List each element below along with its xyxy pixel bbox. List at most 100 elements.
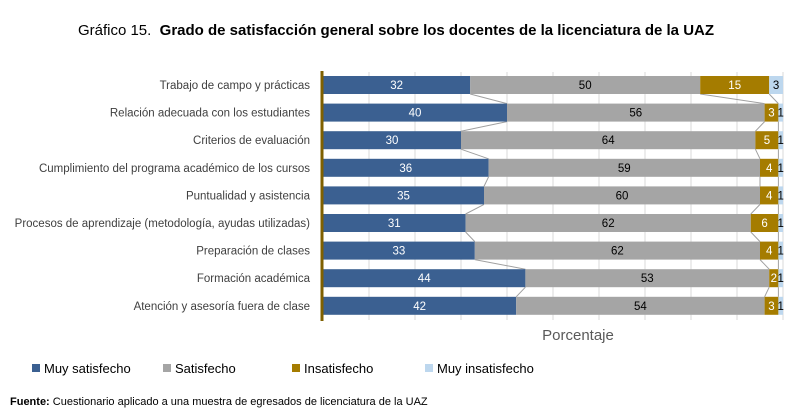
legend-entry: Satisfecho xyxy=(175,361,236,376)
data-label: 4 xyxy=(766,163,773,175)
source-label: Fuente: xyxy=(10,396,50,408)
bar-segment xyxy=(750,214,779,232)
data-label: 62 xyxy=(611,246,624,258)
data-label: 1 xyxy=(777,301,783,313)
category-label: Puntualidad y asistencia xyxy=(186,190,311,202)
data-label: 15 xyxy=(728,80,741,92)
bar-segment xyxy=(323,103,507,122)
category-label: Formación académica xyxy=(197,273,311,285)
bar-segment xyxy=(755,131,779,150)
bar-segment xyxy=(778,241,783,260)
data-label: 40 xyxy=(409,108,422,120)
title-prefix: Gráfico 15. xyxy=(77,22,152,39)
bar-segment xyxy=(461,131,756,150)
data-label: 36 xyxy=(399,163,412,175)
bar-segment xyxy=(760,241,779,260)
bar-segment xyxy=(778,103,783,122)
data-label: 1 xyxy=(777,135,783,147)
bar-segment xyxy=(474,241,760,260)
data-label: 32 xyxy=(390,80,403,92)
data-label: 64 xyxy=(602,135,615,147)
data-label: 53 xyxy=(641,273,654,285)
bar-segment xyxy=(465,214,751,232)
data-label: 4 xyxy=(766,246,773,258)
data-label: 62 xyxy=(602,218,615,230)
series-line xyxy=(465,231,476,242)
legend-swatch xyxy=(292,364,300,372)
data-label: 1 xyxy=(777,218,783,230)
bar-segment xyxy=(778,131,783,150)
legend-swatch xyxy=(425,364,433,372)
series-line xyxy=(768,93,779,104)
data-label: 1 xyxy=(777,163,783,175)
series-line xyxy=(764,286,770,298)
data-label: 3 xyxy=(773,80,779,92)
bar-segment xyxy=(470,76,701,94)
data-label: 1 xyxy=(777,246,783,258)
bar-segment xyxy=(778,186,783,205)
data-label: 56 xyxy=(629,108,642,120)
bar-segment xyxy=(323,296,517,315)
data-label: 42 xyxy=(413,301,426,313)
category-label: Cumplimiento del programa académico de l… xyxy=(39,163,310,175)
data-label: 44 xyxy=(418,273,431,285)
bar-segment xyxy=(323,241,475,260)
bar-segment xyxy=(525,269,770,288)
bar-segment xyxy=(323,131,461,150)
bar-segment xyxy=(488,158,760,177)
data-label: 50 xyxy=(579,80,592,92)
series-line xyxy=(465,203,485,215)
bar-segment xyxy=(760,186,779,205)
bar-segment xyxy=(769,269,779,288)
bar-segment xyxy=(484,186,760,205)
series-line xyxy=(759,259,770,270)
data-label: 2 xyxy=(771,273,777,285)
legend-entry: Muy satisfecho xyxy=(44,361,131,376)
chart-title: Gráfico 15. Grado de satisfacción genera… xyxy=(0,22,792,39)
legend-entry: Muy insatisfecho xyxy=(437,361,534,376)
bar-segment xyxy=(760,158,779,177)
bar-segment xyxy=(778,214,783,232)
data-label: 4 xyxy=(766,190,773,202)
bar-segment xyxy=(323,76,471,94)
data-label: 30 xyxy=(386,135,399,147)
data-label: 6 xyxy=(761,218,767,230)
legend-swatch xyxy=(32,364,40,372)
data-label: 1 xyxy=(777,108,783,120)
bar-segment xyxy=(507,103,765,122)
legend-swatch xyxy=(163,364,171,372)
stacked-bar-chart: Trabajo de campo y prácticas 32 50 15 3Relac… xyxy=(15,71,784,376)
legend-entry: Insatisfecho xyxy=(304,361,373,376)
series-line xyxy=(754,148,761,160)
category-label: Criterios de evaluación xyxy=(193,135,310,147)
series-line xyxy=(460,121,508,132)
category-label: Atención y asesoría fuera de clase xyxy=(134,301,310,313)
bar-segment xyxy=(323,186,484,205)
series-line xyxy=(515,286,526,298)
series-line xyxy=(700,93,765,105)
x-axis-title: Porcentaje xyxy=(542,327,614,344)
data-label: 33 xyxy=(393,246,406,258)
data-label: 54 xyxy=(634,301,647,313)
bar-segment xyxy=(700,76,770,94)
series-line xyxy=(460,148,489,160)
data-label: 35 xyxy=(397,190,410,202)
data-label: 1 xyxy=(777,190,783,202)
data-label: 31 xyxy=(388,218,401,230)
category-label: Trabajo de campo y prácticas xyxy=(160,80,311,92)
data-label: 3 xyxy=(768,108,774,120)
series-line xyxy=(755,121,765,132)
category-label: Relación adecuada con los estudiantes xyxy=(110,108,310,120)
title-text: Grado de satisfacción general sobre los … xyxy=(159,22,715,39)
category-label: Procesos de aprendizaje (metodología, ay… xyxy=(15,218,311,230)
bar-segment xyxy=(769,76,783,94)
series-line xyxy=(750,231,761,242)
bar-segment xyxy=(323,158,489,177)
bar-segment xyxy=(516,296,765,315)
data-label: 59 xyxy=(618,163,631,175)
bar-segment xyxy=(778,296,783,315)
bar-segment xyxy=(764,103,779,122)
bar-segment xyxy=(323,214,466,232)
source-text: Cuestionario aplicado a una muestra de e… xyxy=(49,396,428,408)
